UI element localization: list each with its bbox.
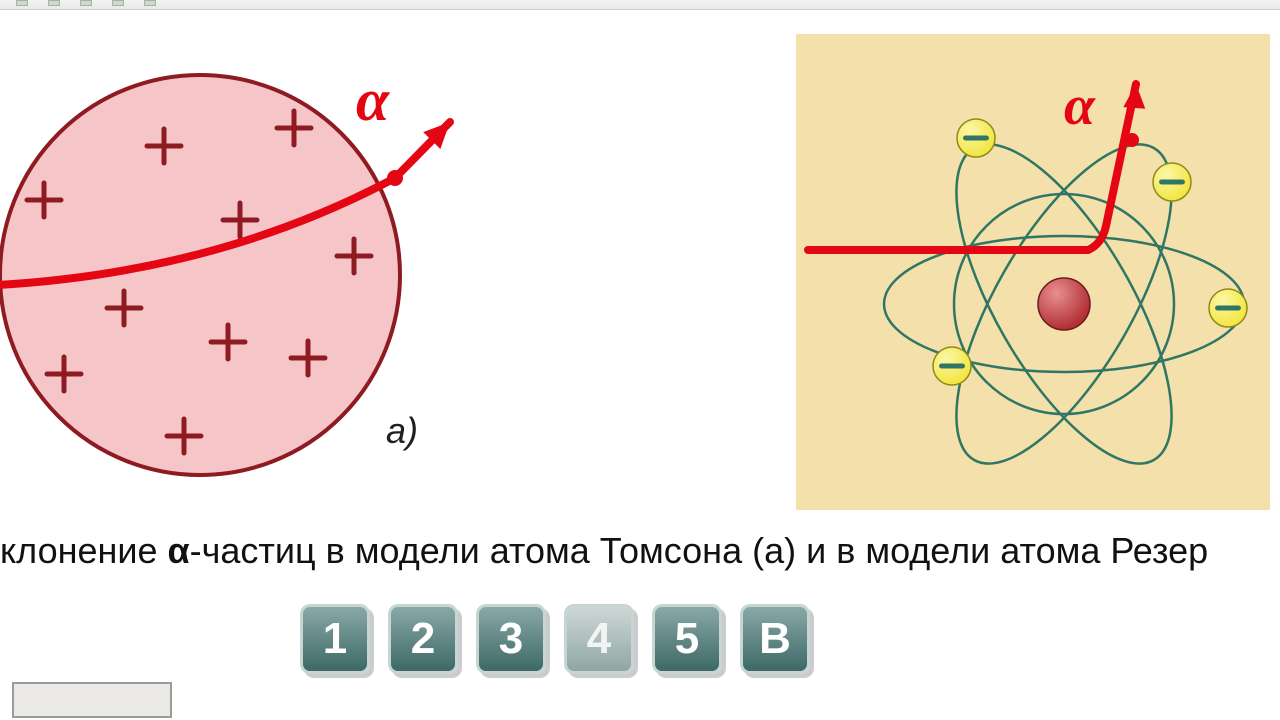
- rutherford-svg: α: [796, 34, 1270, 510]
- nav-button-5[interactable]: 5: [652, 604, 722, 674]
- caption-post: -частиц в модели атома Томсона (а) и в м…: [190, 530, 1209, 571]
- svg-text:α: α: [1064, 75, 1096, 137]
- caption-alpha: α: [168, 530, 190, 571]
- toolbar-icon: [80, 0, 92, 6]
- nav-button-1[interactable]: 1: [300, 604, 370, 674]
- svg-text:α: α: [356, 70, 390, 133]
- nav-button-4[interactable]: 4: [564, 604, 634, 674]
- rutherford-diagram: α: [796, 34, 1270, 510]
- thomson-sub-label: а): [386, 410, 418, 452]
- thomson-svg: α: [0, 70, 480, 530]
- toolbar-icon: [144, 0, 156, 6]
- diagram-stage: α а) α: [0, 10, 1280, 570]
- nav-button-3[interactable]: 3: [476, 604, 546, 674]
- slide-thumbnail[interactable]: [12, 682, 172, 718]
- toolbar-icon: [48, 0, 60, 6]
- nav-button-2[interactable]: 2: [388, 604, 458, 674]
- top-toolbar: [0, 0, 1280, 10]
- caption-pre: клонение: [0, 530, 168, 571]
- toolbar-icon: [16, 0, 28, 6]
- page-nav: 12345В: [300, 604, 810, 674]
- thomson-diagram: α а): [0, 70, 460, 510]
- figure-caption: клонение α-частиц в модели атома Томсона…: [0, 530, 1280, 572]
- nav-button-В[interactable]: В: [740, 604, 810, 674]
- toolbar-icon: [112, 0, 124, 6]
